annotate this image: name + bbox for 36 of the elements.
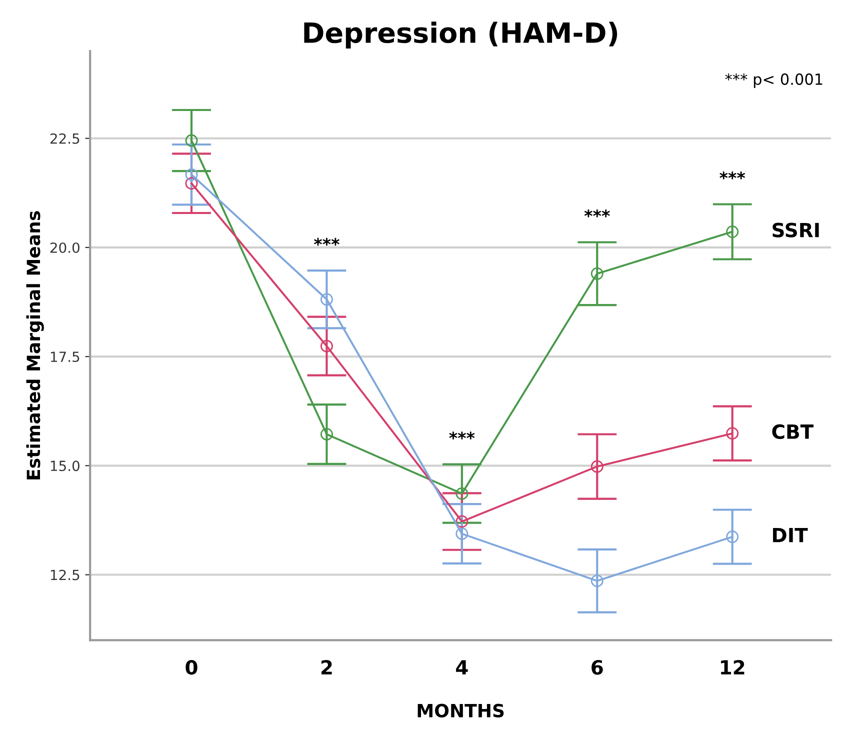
y-tick-label: 20.0 — [50, 242, 80, 253]
annotation: *** — [720, 172, 746, 180]
y-tick-label: 17.5 — [50, 352, 80, 362]
point — [726, 427, 739, 440]
series-label: DIT — [773, 528, 808, 542]
annotation: *** — [449, 432, 475, 440]
point — [185, 168, 198, 181]
y-axis-title: Estimated Marginal Means — [26, 211, 44, 480]
point — [320, 340, 333, 352]
point — [456, 527, 468, 540]
x-axis-title: MONTHS — [418, 704, 504, 718]
x-tick-label: 2 — [321, 660, 332, 674]
point — [456, 515, 468, 528]
point — [590, 267, 604, 280]
x-tick-label: 12 — [721, 660, 744, 674]
point — [320, 428, 333, 440]
point — [726, 530, 739, 544]
point — [320, 293, 333, 306]
annotation: *** p< 0.001 — [725, 73, 822, 88]
point — [456, 487, 468, 500]
point — [726, 226, 739, 238]
x-tick-label: 4 — [456, 660, 468, 674]
y-tick-label: 22.5 — [50, 133, 80, 144]
point — [185, 177, 198, 190]
chart-title: Depression (HAM-D) — [304, 22, 618, 49]
point — [590, 460, 604, 473]
annotation: *** — [314, 238, 340, 246]
series-label: CBT — [772, 424, 814, 440]
y-tick-label: 12.5 — [50, 570, 80, 580]
annotation: *** — [584, 209, 610, 218]
x-tick-label: 6 — [592, 660, 603, 675]
series-label: SSRI — [772, 222, 819, 238]
y-tick-label: 15.0 — [50, 460, 80, 472]
point — [590, 574, 604, 588]
point — [185, 134, 198, 147]
x-tick-label: 0 — [186, 660, 198, 675]
